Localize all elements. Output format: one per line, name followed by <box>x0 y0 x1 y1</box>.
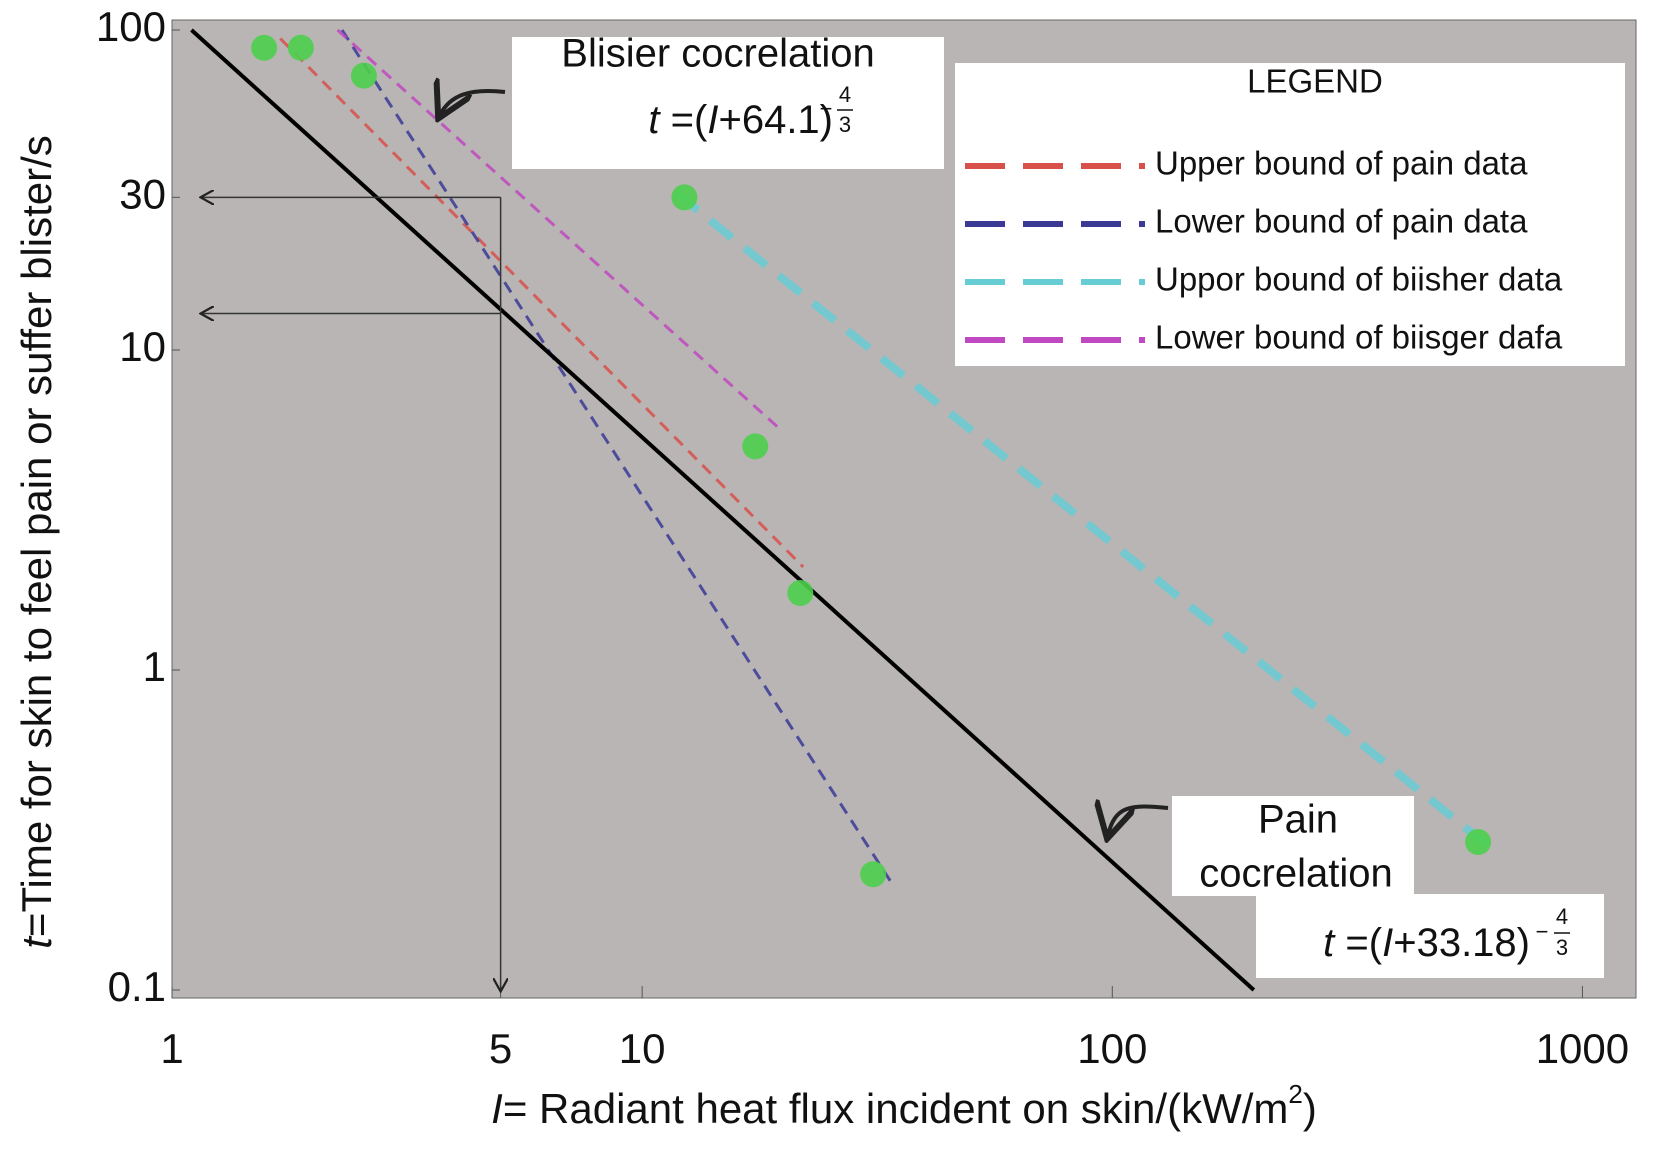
annotation-box <box>1256 894 1604 978</box>
formula-part: t <box>1323 921 1336 965</box>
x-axis-label-end: ) <box>1303 1085 1317 1132</box>
x-axis-label-var: I <box>491 1085 503 1132</box>
legend <box>955 63 1625 366</box>
x-axis-label-sup: 2 <box>1288 1079 1302 1109</box>
legend-label: Uppor bound of biisher data <box>1155 261 1563 298</box>
y-tick-label: 1 <box>143 643 166 690</box>
exponent-sign: − <box>1536 919 1549 944</box>
exponent-denominator: 3 <box>839 112 851 137</box>
y-axis-label-text: =Time for skin to feel pain or suffer bl… <box>13 135 60 937</box>
exponent-sign: − <box>820 96 833 121</box>
x-tick-label: 1 <box>160 1025 183 1072</box>
legend-label: Lower bound of pain data <box>1155 203 1528 240</box>
annotation-arrow <box>440 91 506 115</box>
formula-part: I <box>707 98 718 142</box>
exponent-numerator: 4 <box>1556 904 1568 929</box>
annotation-label: cocrelation <box>1199 852 1392 896</box>
y-tick-label: 0.1 <box>108 963 166 1010</box>
data-point <box>787 580 814 607</box>
y-tick-label: 100 <box>96 3 166 50</box>
correlation-line <box>190 28 1256 992</box>
x-tick-label: 100 <box>1077 1025 1147 1072</box>
marks <box>190 28 1492 992</box>
series-line <box>279 37 805 568</box>
series-line <box>340 29 894 885</box>
formula-part: t <box>648 98 661 142</box>
data-point <box>1465 829 1492 856</box>
legend-title: LEGEND <box>1247 63 1383 100</box>
y-tick-label: 30 <box>119 170 166 217</box>
formula-part: I <box>1382 921 1393 965</box>
exponent-numerator: 4 <box>839 82 851 107</box>
annotation-label: Blisier cocrelation <box>561 32 874 76</box>
y-axis-label: t=Time for skin to feel pain or suffer b… <box>13 135 60 949</box>
legend-label: Lower bound of biisger dafa <box>1155 319 1563 356</box>
data-point <box>350 62 377 89</box>
legend-label: Upper bound of pain data <box>1155 145 1528 182</box>
x-tick-label: 5 <box>489 1025 512 1072</box>
data-point <box>742 433 769 460</box>
annotation-formula: t =(I+33.18) <box>1323 921 1530 965</box>
annotation-formula: t =(I+64.1) <box>648 98 833 142</box>
formula-part: +33.18) <box>1393 921 1530 965</box>
x-axis-label-text: = Radiant heat flux incident on skin/(kW… <box>503 1085 1289 1132</box>
annotation-box <box>1172 796 1414 896</box>
formula-part: =( <box>1334 921 1382 965</box>
x-axis-label: I= Radiant heat flux incident on skin/(k… <box>491 1079 1317 1132</box>
annotation-arrow <box>1108 806 1169 835</box>
annotation-box <box>512 37 944 169</box>
y-tick-label: 10 <box>119 323 166 370</box>
data-point <box>287 34 314 61</box>
exponent-denominator: 3 <box>1556 935 1568 960</box>
annotation-label: Pain <box>1258 798 1338 842</box>
formula-part: +64.1) <box>718 98 833 142</box>
data-point <box>251 34 278 61</box>
x-tick-label: 1000 <box>1536 1025 1629 1072</box>
x-tick-label: 10 <box>619 1025 666 1072</box>
data-point <box>860 861 887 888</box>
y-axis-label-var: t <box>13 935 60 949</box>
formula-part: =( <box>660 98 708 142</box>
data-point <box>671 184 698 211</box>
